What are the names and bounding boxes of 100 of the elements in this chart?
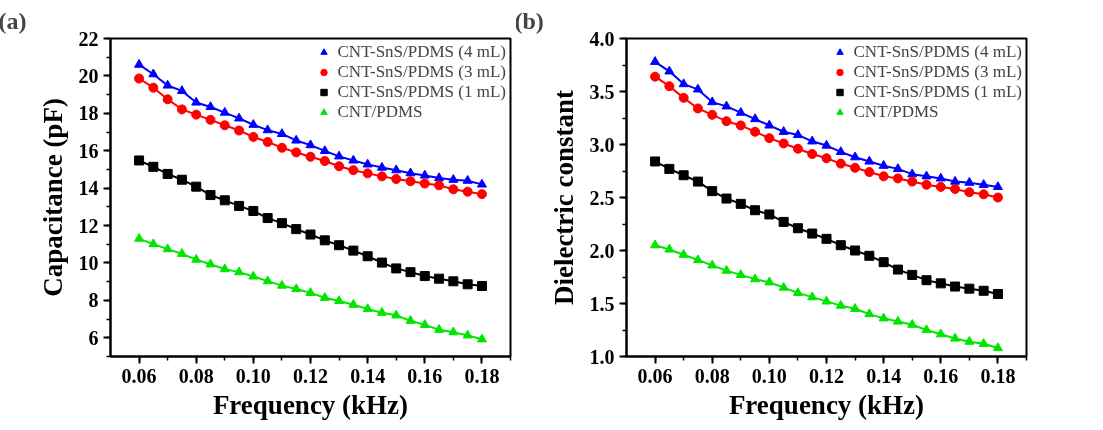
- point: [921, 170, 932, 180]
- point: [907, 168, 918, 178]
- point: [305, 287, 316, 296]
- point: [650, 71, 661, 82]
- point: [735, 269, 746, 278]
- point: [376, 161, 387, 171]
- point: [792, 287, 803, 296]
- x-tick-label: 0.14: [350, 364, 386, 387]
- point: [750, 113, 761, 123]
- point: [476, 333, 487, 343]
- point: [176, 85, 187, 94]
- point: [707, 109, 718, 120]
- point: [664, 65, 675, 75]
- y-tick-label: 6: [88, 326, 99, 349]
- point: [262, 213, 273, 224]
- point: [376, 257, 387, 268]
- point: [707, 259, 718, 269]
- point: [419, 178, 430, 189]
- point: [692, 103, 703, 114]
- point: [992, 181, 1003, 190]
- point: [764, 209, 775, 220]
- point: [807, 228, 818, 239]
- legend-label: CNT/PDMS: [337, 102, 423, 122]
- legend-label: CNT/PDMS: [853, 102, 939, 122]
- point: [992, 342, 1003, 352]
- y-axis-title: Capacitance (pF): [37, 98, 68, 297]
- x-tick-label: 0.06: [637, 364, 673, 387]
- y-tick-label: 3.0: [589, 133, 615, 156]
- point: [892, 315, 903, 325]
- point: [291, 283, 302, 293]
- x-tick-label: 0.08: [178, 364, 214, 387]
- point: [735, 198, 746, 209]
- point: [148, 238, 159, 248]
- point: [348, 245, 359, 256]
- point: [792, 129, 803, 139]
- point: [978, 338, 989, 347]
- point: [950, 332, 961, 342]
- point: [219, 195, 230, 206]
- point: [334, 295, 345, 305]
- point: [291, 147, 302, 158]
- point: [276, 142, 287, 153]
- point: [721, 116, 732, 127]
- point: [650, 156, 661, 167]
- point: [792, 143, 803, 154]
- point: [305, 151, 316, 162]
- x-tick-label: 0.16: [923, 364, 959, 387]
- x-tick-label: 0.16: [407, 364, 443, 387]
- point: [721, 264, 732, 274]
- point: [864, 167, 875, 178]
- point: [305, 229, 316, 240]
- point: [664, 81, 675, 92]
- point: [978, 189, 989, 200]
- point: [835, 158, 846, 169]
- point: [735, 107, 746, 116]
- point: [291, 224, 302, 235]
- point: [692, 176, 703, 187]
- y-tick-label: 20: [78, 64, 99, 87]
- point: [807, 149, 818, 160]
- point: [864, 308, 875, 318]
- point: [850, 245, 861, 256]
- point: [319, 156, 330, 167]
- point: [419, 319, 430, 328]
- point: [205, 101, 216, 111]
- point: [476, 189, 487, 200]
- x-axis-title: Frequency (kHz): [728, 389, 925, 420]
- point: [964, 335, 975, 345]
- point: [778, 126, 789, 135]
- point: [362, 158, 373, 168]
- point: [907, 176, 918, 187]
- point: [964, 283, 975, 294]
- point: [434, 273, 445, 284]
- point: [678, 92, 689, 103]
- point: [964, 187, 975, 198]
- legend-label: CNT-SnS/PDMS (1 mL): [337, 82, 506, 102]
- point: [234, 200, 245, 211]
- point: [935, 172, 946, 182]
- point: [162, 79, 173, 89]
- point: [907, 319, 918, 328]
- point: [992, 288, 1003, 299]
- point: [334, 150, 345, 160]
- point: [234, 266, 245, 276]
- point: [348, 154, 359, 164]
- point: [835, 240, 846, 251]
- x-tick-label: 0.12: [293, 364, 328, 387]
- point: [276, 128, 287, 137]
- x-tick-label: 0.14: [866, 364, 902, 387]
- point: [835, 299, 846, 309]
- point: [405, 267, 416, 278]
- point: [892, 173, 903, 184]
- point: [405, 167, 416, 177]
- y-tick-label: 1.5: [589, 292, 615, 315]
- text: (b): [514, 7, 544, 34]
- point: [992, 192, 1003, 203]
- point: [821, 139, 832, 149]
- point: [176, 174, 187, 185]
- legend-label: CNT-SnS/PDMS (4 mL): [853, 42, 1022, 62]
- point: [650, 239, 661, 249]
- point: [419, 169, 430, 179]
- point: [434, 180, 445, 191]
- point: [664, 163, 675, 174]
